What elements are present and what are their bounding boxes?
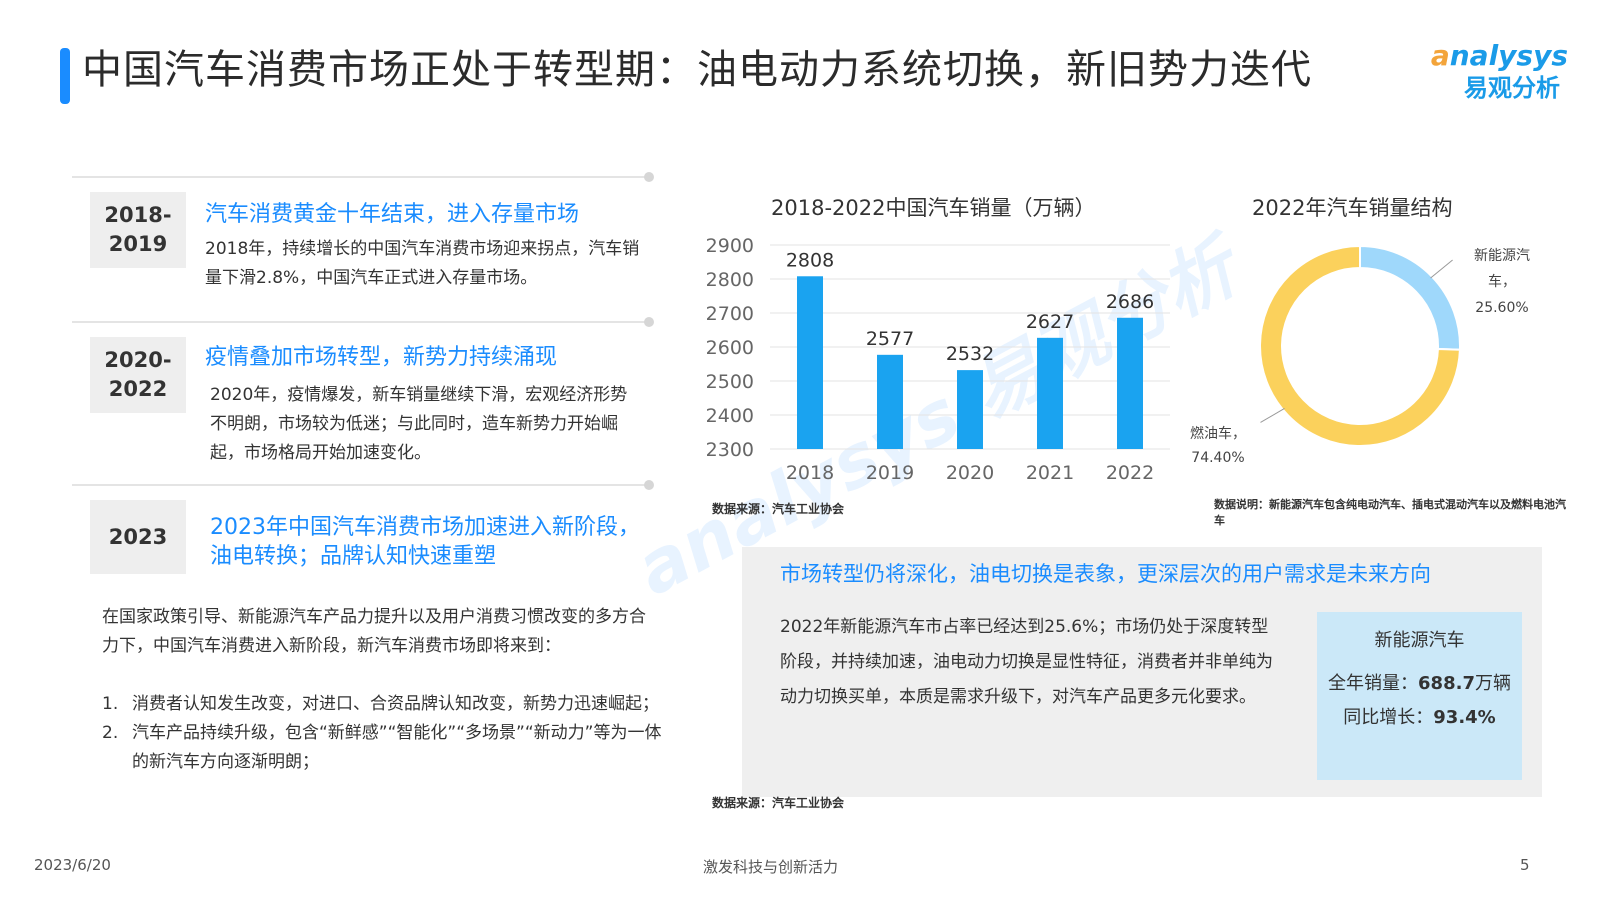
logo-cn-text: 易观分析 bbox=[1464, 74, 1560, 102]
list-text: 汽车产品持续升级，包含“新鲜感”“智能化”“多场景”“新动力”等为一体的新汽车方… bbox=[132, 723, 662, 772]
slice-percent: 25.60% bbox=[1475, 300, 1528, 316]
list-item: 1. 消费者认知发生改变，对进口、合资品牌认知改变，新势力迅速崛起； bbox=[102, 690, 662, 719]
section-heading: 疫情叠加市场转型，新势力持续涌现 bbox=[205, 345, 558, 370]
bar-value-label: 2686 bbox=[1106, 291, 1154, 313]
logo-wordmark-rest: nalysys bbox=[1449, 39, 1568, 72]
x-tick-label: 2019 bbox=[866, 462, 914, 484]
year-box-2020-2022: 2020-2022 bbox=[90, 337, 186, 413]
divider-dot bbox=[644, 172, 654, 182]
kpi-growth-value: 93.4% bbox=[1433, 707, 1496, 728]
y-tick-label: 2800 bbox=[706, 269, 754, 291]
year-label: 2020-2022 bbox=[104, 348, 172, 401]
bar-chart-source: 数据来源：汽车工业协会 bbox=[712, 502, 845, 516]
leader-line bbox=[1260, 408, 1285, 423]
bar bbox=[1037, 337, 1063, 449]
bar-value-label: 2808 bbox=[786, 249, 834, 271]
insight-panel: 市场转型仍将深化，油电切换是表象，更深层次的用户需求是未来方向 2022年新能源… bbox=[742, 547, 1542, 797]
donut-chart-title: 2022年汽车销量结构 bbox=[1252, 196, 1453, 220]
list-item: 2. 汽车产品持续升级，包含“新鲜感”“智能化”“多场景”“新动力”等为一体的新汽… bbox=[102, 719, 662, 777]
kpi-title: 新能源汽车 bbox=[1374, 630, 1465, 651]
slice-label: 燃油车， bbox=[1190, 425, 1246, 442]
year-box-2018-2019: 2018-2019 bbox=[90, 192, 186, 268]
trend-list: 1. 消费者认知发生改变，对进口、合资品牌认知改变，新势力迅速崛起； 2. 汽车产品… bbox=[102, 690, 662, 777]
section-divider bbox=[72, 317, 654, 327]
section-divider bbox=[72, 480, 654, 490]
section-body: 2018年，持续增长的中国汽车消费市场迎来拐点，汽车销量下滑2.8%，中国汽车正… bbox=[205, 239, 640, 288]
intro-paragraph: 在国家政策引导、新能源汽车产品力提升以及用户消费习惯改变的多方合力下，中国汽车消… bbox=[102, 607, 646, 656]
insight-title: 市场转型仍将深化，油电切换是表象，更深层次的用户需求是未来方向 bbox=[780, 562, 1431, 586]
bar bbox=[1117, 317, 1143, 449]
analysys-logo: analysys 易观分析 bbox=[1398, 40, 1568, 104]
title-accent-bar bbox=[60, 48, 70, 104]
section-heading: 2023年中国汽车消费市场加速进入新阶段，油电转换；品牌认知快速重塑 bbox=[210, 515, 640, 569]
year-label: 2023 bbox=[108, 524, 168, 549]
logo-wordmark: analysys bbox=[1398, 40, 1568, 72]
insight-text: 2022年新能源汽车市占率已经达到25.6%；市场仍处于深度转型阶段，并持续加速… bbox=[780, 617, 1273, 707]
list-text: 消费者认知发生改变，对进口、合资品牌认知改变，新势力迅速崛起； bbox=[132, 694, 659, 714]
y-tick-label: 2400 bbox=[706, 405, 754, 427]
kpi-sales-value: 688.7 bbox=[1418, 673, 1475, 694]
x-tick-label: 2021 bbox=[1026, 462, 1074, 484]
section-body: 2020年，疫情爆发，新车销量继续下滑，宏观经济形势不明朗，市场较为低迷；与此同… bbox=[210, 385, 628, 463]
logo-wordmark-a: a bbox=[1430, 39, 1450, 72]
y-tick-label: 2900 bbox=[706, 235, 754, 257]
x-tick-label: 2022 bbox=[1106, 462, 1154, 484]
footer-slogan: 激发科技与创新活力 bbox=[703, 858, 839, 876]
page-number: 5 bbox=[1520, 856, 1530, 874]
bar-chart-title: 2018-2022中国汽车销量（万辆） bbox=[771, 196, 1096, 220]
kpi-sales-label: 全年销量： bbox=[1328, 673, 1419, 694]
list-number: 1. bbox=[102, 694, 119, 714]
year-label: 2018-2019 bbox=[104, 203, 172, 256]
bar bbox=[877, 354, 903, 449]
y-tick-label: 2500 bbox=[706, 371, 754, 393]
x-tick-label: 2018 bbox=[786, 462, 834, 484]
kpi-sales-unit: 万辆 bbox=[1474, 673, 1511, 694]
section-divider bbox=[72, 172, 654, 182]
donut-chart: 新能源汽车， 25.60% 燃油车， 74.40% bbox=[1190, 244, 1530, 466]
donut-slice bbox=[1259, 244, 1461, 447]
year-box-2023: 2023 bbox=[90, 500, 186, 574]
section-heading: 汽车消费黄金十年结束，进入存量市场 bbox=[205, 202, 580, 227]
y-tick-label: 2600 bbox=[706, 337, 754, 359]
insight-source: 数据来源：汽车工业协会 bbox=[712, 796, 845, 810]
divider-dot bbox=[644, 317, 654, 327]
donut-chart-note: 数据说明：新能源汽车包含纯电动汽车、插电式混动汽车以及燃料电池汽车 bbox=[1214, 498, 1566, 527]
footer-date: 2023/6/20 bbox=[34, 856, 111, 874]
kpi-growth-label: 同比增长： bbox=[1343, 707, 1434, 728]
kpi-growth: 同比增长：93.4% bbox=[1317, 701, 1522, 735]
donut-slice bbox=[1359, 244, 1461, 351]
slice-percent: 74.40% bbox=[1191, 450, 1244, 466]
leader-line bbox=[1430, 259, 1453, 279]
kpi-sales: 全年销量：688.7万辆 bbox=[1317, 667, 1522, 701]
bar-value-label: 2627 bbox=[1026, 311, 1074, 333]
bar-value-label: 2577 bbox=[866, 328, 914, 350]
page-title: 中国汽车消费市场正处于转型期：油电动力系统切换，新旧势力迭代 bbox=[82, 47, 1312, 93]
bar-chart: 2900 2800 2700 2600 2500 2400 2300 2808 2018 2577… bbox=[706, 235, 1170, 484]
y-tick-label: 2300 bbox=[706, 439, 754, 461]
slice-label: 新能源汽车， bbox=[1474, 248, 1530, 290]
kpi-card: 新能源汽车 全年销量：688.7万辆 同比增长：93.4% bbox=[1317, 612, 1522, 780]
x-tick-label: 2020 bbox=[946, 462, 994, 484]
bar bbox=[797, 276, 823, 449]
y-tick-label: 2700 bbox=[706, 303, 754, 325]
bar bbox=[957, 370, 983, 449]
bar-value-label: 2532 bbox=[946, 343, 994, 365]
divider-dot bbox=[644, 480, 654, 490]
list-number: 2. bbox=[102, 723, 119, 743]
